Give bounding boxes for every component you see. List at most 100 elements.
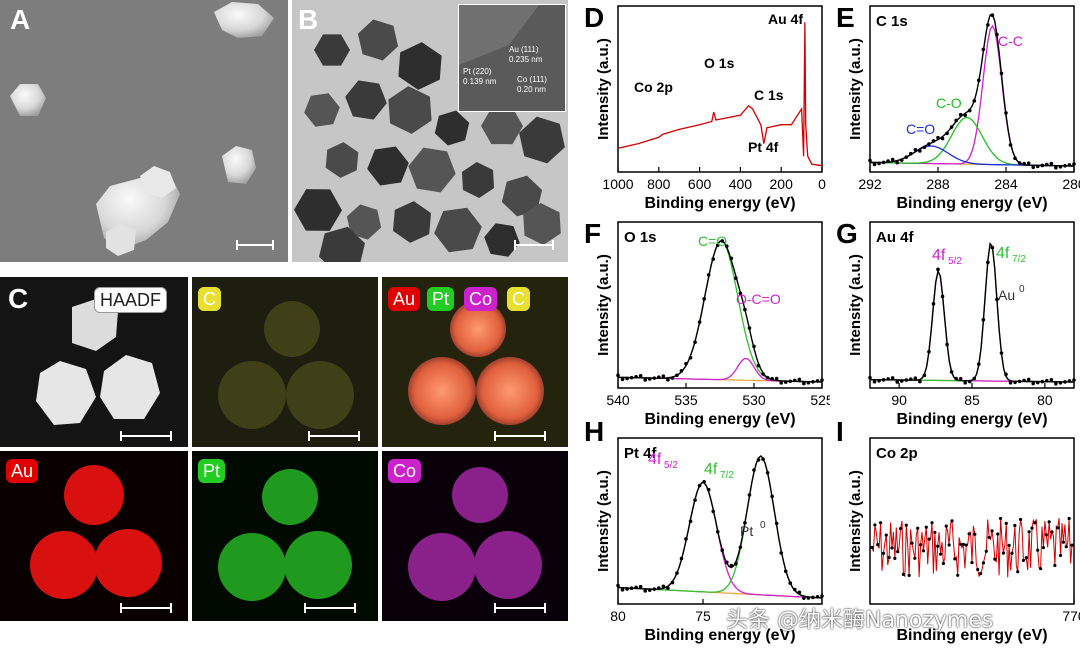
component-4f5/2 xyxy=(870,269,1074,383)
x-tick-label: 200 xyxy=(770,176,794,192)
data-point xyxy=(930,521,934,525)
nanoparticle xyxy=(408,147,456,193)
data-point xyxy=(783,380,788,384)
data-point xyxy=(1049,161,1054,166)
data-point xyxy=(1063,164,1067,168)
data-point xyxy=(998,516,1003,521)
tag-c: C xyxy=(507,287,530,311)
data-point xyxy=(956,573,960,577)
data-point xyxy=(1045,378,1049,383)
data-point xyxy=(729,256,734,261)
data-point xyxy=(899,379,904,383)
x-tick-label: 288 xyxy=(926,176,950,192)
panel-f-label: F xyxy=(584,218,602,249)
component-C-O xyxy=(870,116,1074,167)
data-point xyxy=(788,581,793,585)
data-point xyxy=(986,23,990,27)
data-point xyxy=(967,379,972,384)
tem-particles xyxy=(292,0,568,274)
data-point xyxy=(1067,516,1071,521)
data-point xyxy=(1008,380,1013,385)
data-point xyxy=(909,151,913,156)
data-point xyxy=(907,573,911,577)
scale-bar xyxy=(514,240,554,250)
data-point xyxy=(756,363,761,368)
data-point xyxy=(1054,165,1058,170)
plot-frame xyxy=(869,5,1075,173)
data-point xyxy=(949,370,954,374)
data-point xyxy=(738,291,743,296)
data-point xyxy=(1070,543,1074,547)
peak-label-c1s: C 1s xyxy=(754,87,784,103)
data-point xyxy=(820,378,824,382)
data-point xyxy=(986,260,990,265)
chart-title: Au 4f xyxy=(876,229,915,246)
data-point xyxy=(1004,372,1008,377)
data-point xyxy=(958,542,963,546)
xps-au4f-chart: 90 85 80 Binding energy (eV) Intensity (a.u.… xyxy=(847,221,1076,428)
data-point xyxy=(910,541,914,545)
xps-o1s-chart: 540 535 530 525 Binding energy (eV) Intensity… xyxy=(595,221,830,428)
peak-label: 0 xyxy=(1019,284,1025,295)
x-tick-label: 770 xyxy=(1062,608,1080,624)
data-point xyxy=(747,326,752,330)
data-point xyxy=(981,47,986,52)
data-point xyxy=(970,560,974,565)
data-point xyxy=(715,243,720,248)
data-point xyxy=(945,131,949,136)
data-point xyxy=(1072,378,1076,382)
data-point xyxy=(886,377,890,381)
data-point xyxy=(1007,543,1011,547)
data-point xyxy=(666,586,670,590)
plot-frame xyxy=(617,5,823,173)
data-point xyxy=(895,160,899,165)
data-point xyxy=(1061,540,1066,544)
data-point xyxy=(964,543,968,547)
data-point xyxy=(616,373,620,378)
data-point xyxy=(693,340,697,345)
data-point xyxy=(1054,381,1058,386)
envelope-line xyxy=(870,13,1074,167)
scale-bar xyxy=(120,603,172,613)
data-point xyxy=(761,457,765,461)
data-point xyxy=(661,374,666,378)
data-point xyxy=(901,572,906,576)
data-point xyxy=(1022,161,1026,166)
peak-label-o1s: O 1s xyxy=(704,55,735,71)
data-point xyxy=(616,583,620,588)
data-point xyxy=(878,521,883,525)
data-point xyxy=(977,362,981,366)
data-point xyxy=(647,588,652,592)
data-point xyxy=(688,355,693,360)
data-point xyxy=(629,375,634,380)
data-point xyxy=(634,374,638,379)
x-axis-label: Binding energy (eV) xyxy=(896,195,1047,212)
x-tick-label: 75 xyxy=(695,608,711,624)
data-point xyxy=(697,320,702,324)
data-point xyxy=(872,162,877,167)
data-point xyxy=(904,523,908,527)
data-point xyxy=(927,349,931,354)
scale-bar xyxy=(236,240,274,250)
x-axis-label: Binding energy (eV) xyxy=(644,627,795,644)
peak-label: C-C xyxy=(998,33,1023,49)
x-axis-label: Binding energy (eV) xyxy=(644,195,795,212)
data-point xyxy=(638,374,643,378)
scale-bar xyxy=(494,431,546,441)
x-tick-label: 292 xyxy=(858,176,882,192)
data-point xyxy=(657,586,661,590)
data-point xyxy=(702,479,706,484)
envelope-line xyxy=(870,241,1074,383)
peak-label: O-C=O xyxy=(736,291,781,307)
data-point xyxy=(1018,517,1023,522)
data-point xyxy=(693,498,697,502)
nanoparticle xyxy=(523,203,561,245)
data-point xyxy=(815,594,820,599)
data-point xyxy=(1064,545,1068,549)
data-point xyxy=(978,572,983,576)
data-point xyxy=(933,530,937,534)
data-point xyxy=(904,155,909,159)
x-tick-label: 0 xyxy=(818,176,826,192)
data-point xyxy=(1058,381,1063,385)
x-tick-label: 535 xyxy=(674,392,698,408)
